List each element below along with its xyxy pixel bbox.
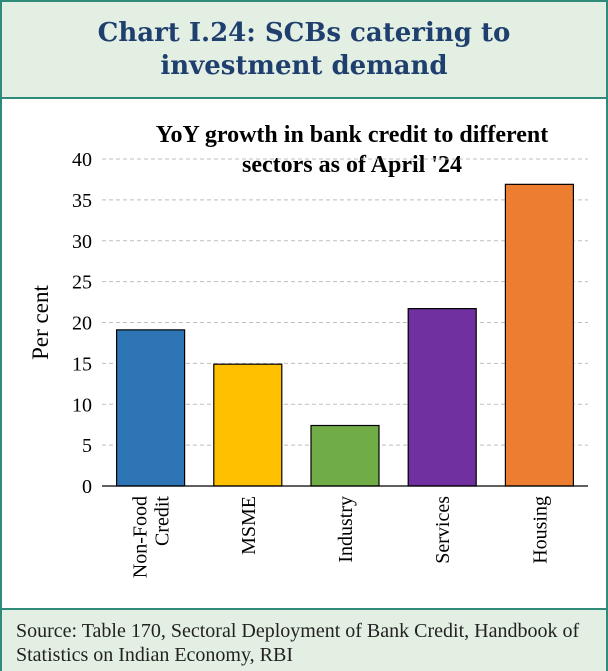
bar-industry bbox=[310, 424, 380, 487]
x-tick-label: Non-Food bbox=[130, 496, 152, 578]
source-note: Source: Table 170, Sectoral Deployment o… bbox=[2, 608, 606, 671]
x-tick-label: Credit bbox=[152, 496, 174, 546]
bar-housing bbox=[504, 183, 574, 487]
chart-title: YoY growth in bank credit to different s… bbox=[155, 122, 549, 178]
bar-services bbox=[407, 308, 477, 487]
y-tick-label: 30 bbox=[72, 231, 92, 253]
y-tick-label: 5 bbox=[82, 435, 92, 457]
bar-msme bbox=[213, 363, 283, 487]
y-tick-label: 10 bbox=[72, 394, 92, 416]
chart-area: YoY growth in bank credit to different s… bbox=[2, 99, 606, 608]
y-tick-label: 15 bbox=[72, 353, 92, 375]
bar-chart: 0 5 10 15 20 25 30 35 40 Per cent Non-Food Credit MS… bbox=[28, 149, 588, 578]
source-text: Source: Table 170, Sectoral Deployment o… bbox=[16, 620, 580, 666]
chart-header: Chart I.24: SCBs catering to investment … bbox=[2, 2, 606, 99]
y-tick-label: 35 bbox=[72, 190, 92, 212]
y-tick-label: 20 bbox=[72, 313, 92, 335]
x-tick-label: Housing bbox=[529, 496, 551, 564]
x-tick-label: Services bbox=[432, 496, 454, 564]
x-tick-label: MSME bbox=[238, 496, 260, 555]
chart-header-title: Chart I.24: SCBs catering to investment … bbox=[97, 17, 511, 81]
y-axis-label: Per cent bbox=[28, 285, 53, 360]
y-tick-label: 25 bbox=[72, 272, 92, 294]
y-tick-label: 0 bbox=[82, 476, 92, 498]
bar-non-food-credit bbox=[115, 329, 186, 487]
y-tick-label: 40 bbox=[72, 149, 92, 171]
x-tick-label: Industry bbox=[335, 496, 357, 563]
